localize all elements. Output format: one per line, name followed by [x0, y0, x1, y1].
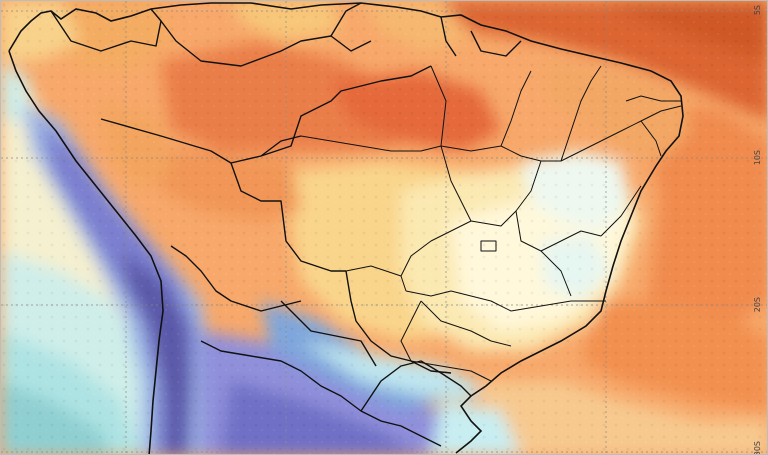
lat-label-30s: 30S — [753, 441, 762, 455]
lat-label-5s: 5S — [753, 5, 762, 16]
coastline — [8, 2, 684, 454]
lat-label-20s: 20S — [753, 297, 762, 313]
state-borders — [300, 65, 682, 382]
lat-label-10s: 10S — [753, 150, 762, 166]
pacific-coastline — [8, 50, 164, 454]
country-borders — [50, 2, 522, 447]
